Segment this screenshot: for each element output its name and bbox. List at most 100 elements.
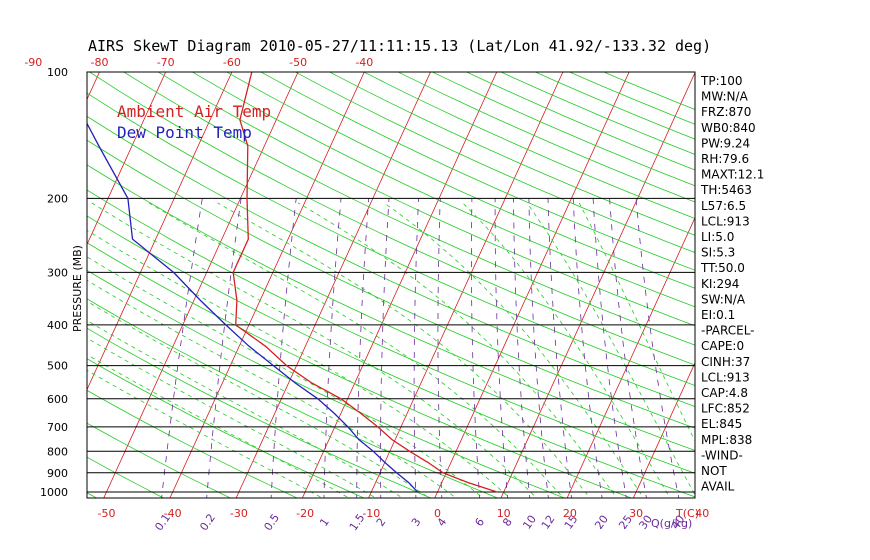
pressure-tick-label: 700 bbox=[47, 421, 68, 434]
mixing-ratio-tick-label: 0.2 bbox=[197, 511, 218, 533]
mixing-ratio-line bbox=[471, 198, 481, 498]
dry-adiabat-line bbox=[88, 72, 695, 366]
mixing-ratio-tick-label: 2 bbox=[374, 516, 389, 529]
index-label: AVAIL bbox=[701, 480, 735, 494]
sounding-series bbox=[87, 72, 498, 493]
mixing-ratio-line bbox=[609, 198, 647, 498]
index-label: CINH:37 bbox=[701, 355, 750, 369]
mixing-ratio-unit-label: Q(g/kg) bbox=[651, 517, 692, 530]
moist-adiabat-line bbox=[148, 202, 564, 498]
dry-adiabat-line bbox=[87, 327, 432, 498]
mixing-ratio-tick-label: 1 bbox=[317, 516, 332, 529]
index-label: MPL:838 bbox=[701, 433, 752, 447]
mixing-ratio-line bbox=[413, 198, 419, 498]
bottom-temperature-tick-label: 30 bbox=[629, 507, 643, 520]
mixing-ratio-tick-label: 6 bbox=[472, 516, 487, 529]
dry-adiabat-line bbox=[87, 298, 499, 498]
index-label: EI:0.1 bbox=[701, 308, 735, 322]
index-label: PW:9.24 bbox=[701, 136, 750, 150]
index-label: KI:294 bbox=[701, 277, 739, 291]
dry-adiabat-line bbox=[87, 189, 695, 474]
pressure-tick-label: 1000 bbox=[40, 486, 68, 499]
pressure-tick-label: 900 bbox=[47, 467, 68, 480]
isobar-lines bbox=[87, 197, 695, 493]
index-label: -PARCEL- bbox=[701, 324, 755, 338]
pressure-tick-labels: 100 200 300 400 500 600 700 800 900 1000 bbox=[40, 66, 68, 499]
legend-entry: Dew Point Temp bbox=[117, 123, 252, 142]
index-label: LCL:913 bbox=[701, 214, 750, 228]
isotherm-line bbox=[500, 72, 695, 498]
bottom-temperature-tick-label: 10 bbox=[497, 507, 511, 520]
dry-adiabat-line bbox=[87, 456, 165, 498]
moist-adiabat-line bbox=[87, 319, 404, 498]
bottom-temperature-tick-label: 0 bbox=[434, 507, 441, 520]
isotherm-line bbox=[87, 72, 233, 391]
mixing-ratio-lines bbox=[161, 198, 680, 498]
dry-adiabat-line bbox=[87, 115, 695, 407]
mixing-ratio-line bbox=[323, 198, 342, 498]
dry-adiabat-line bbox=[87, 389, 299, 498]
dry-adiabat-line bbox=[465, 72, 695, 171]
dry-adiabat-line bbox=[191, 72, 695, 308]
index-label: CAP:4.8 bbox=[701, 386, 748, 400]
dry-adiabat-line bbox=[294, 72, 695, 254]
dry-adiabat-line bbox=[87, 164, 695, 451]
pressure-tick-label: 200 bbox=[47, 192, 68, 205]
mixing-ratio-line bbox=[161, 198, 203, 498]
bottom-temperature-tick-label: -10 bbox=[362, 507, 380, 520]
dry-adiabat-line bbox=[431, 72, 695, 187]
pressure-tick-label: 800 bbox=[47, 445, 68, 458]
dry-adiabat-line bbox=[534, 72, 695, 140]
moist-adiabat-line bbox=[91, 202, 538, 498]
chart-title: AIRS SkewT Diagram 2010-05-27/11:11:15.1… bbox=[88, 37, 711, 55]
mixing-ratio-line bbox=[528, 198, 549, 498]
index-label: LCL:913 bbox=[701, 370, 750, 384]
pressure-tick-label: 300 bbox=[47, 266, 68, 279]
legend: Ambient Air Temp Dew Point Temp bbox=[117, 102, 271, 142]
moist-adiabat-line bbox=[217, 202, 591, 498]
index-label: TP:100 bbox=[700, 74, 743, 88]
dry-adiabat-line bbox=[328, 72, 695, 236]
bottom-temperature-tick-label: -40 bbox=[164, 507, 182, 520]
dry-adiabat-line bbox=[157, 72, 695, 327]
bottom-temperature-tick-label: -30 bbox=[230, 507, 248, 520]
pressure-tick-label: 100 bbox=[47, 66, 68, 79]
top-temperature-tick-label: -40 bbox=[355, 56, 373, 69]
dry-adiabat-line bbox=[87, 242, 633, 498]
index-label: EL:845 bbox=[701, 417, 742, 431]
index-label: FRZ:870 bbox=[701, 105, 751, 119]
pressure-tick-label: 500 bbox=[47, 360, 68, 373]
index-label: WB0:840 bbox=[701, 121, 756, 135]
mixing-ratio-line bbox=[592, 198, 627, 498]
index-label: RH:79.6 bbox=[701, 152, 749, 166]
moist-adiabat-line bbox=[297, 202, 618, 498]
mixing-ratio-line bbox=[437, 198, 443, 498]
mixing-ratio-tick-label: 12 bbox=[539, 513, 558, 532]
index-label: L57:6.5 bbox=[701, 199, 746, 213]
dry-adiabat-line bbox=[87, 92, 695, 386]
dry-adiabat-line bbox=[87, 269, 566, 498]
mixing-ratio-line bbox=[380, 198, 390, 498]
mixing-ratio-tick-label: 0.5 bbox=[261, 511, 282, 533]
pressure-tick-label: 400 bbox=[47, 319, 68, 332]
isotherm-line bbox=[301, 72, 498, 498]
moist-adiabat-lines bbox=[87, 202, 695, 498]
legend-entry: Ambient Air Temp bbox=[117, 102, 271, 121]
mixing-ratio-line bbox=[356, 198, 370, 498]
isotherm-line bbox=[632, 361, 695, 498]
top-temperature-tick-label: -60 bbox=[223, 56, 241, 69]
index-label: LFC:852 bbox=[701, 402, 750, 416]
isotherm-line bbox=[822, 40, 870, 520]
mixing-ratio-line bbox=[513, 198, 531, 498]
isotherm-line bbox=[235, 72, 431, 498]
dry-adiabat-line bbox=[87, 358, 365, 498]
moist-adiabat-line bbox=[87, 229, 511, 498]
isotherm-line bbox=[0, 40, 48, 520]
mixing-ratio-tick-label: 3 bbox=[409, 516, 424, 529]
top-temperature-tick-labels: -120-110-100-90-80-70-60-50-40 bbox=[24, 56, 373, 69]
index-label: TT:50.0 bbox=[700, 261, 745, 275]
bottom-temperature-tick-label: 40 bbox=[695, 507, 709, 520]
series-line bbox=[232, 72, 498, 493]
